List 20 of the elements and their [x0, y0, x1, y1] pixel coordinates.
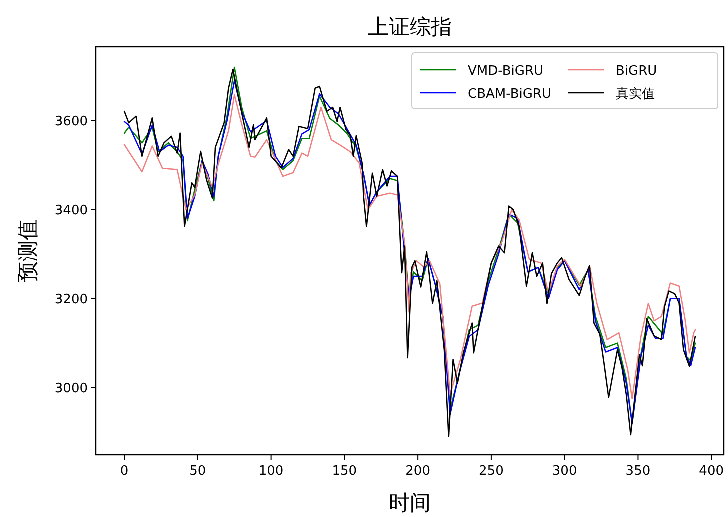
x-axis-title: 时间	[389, 491, 431, 515]
legend-label: 真实值	[616, 87, 655, 102]
y-tick-label: 3400	[54, 203, 88, 218]
y-tick-label: 3200	[54, 292, 88, 308]
x-tick-label: 400	[699, 464, 724, 479]
y-tick-label: 3600	[54, 114, 88, 130]
y-tick-label: 3000	[54, 381, 88, 396]
x-tick-label: 300	[552, 464, 578, 479]
legend-label: CBAM-BiGRU	[468, 87, 552, 102]
x-tick-label: 200	[406, 464, 430, 479]
x-tick-label: 100	[258, 464, 284, 479]
x-tick-label: 50	[190, 464, 206, 479]
legend-label: VMD-BiGRU	[468, 64, 544, 79]
x-tick-label: 250	[479, 464, 504, 479]
x-tick-label: 0	[120, 464, 129, 479]
y-axis-title: 预测值	[16, 220, 40, 282]
x-tick-label: 350	[626, 464, 651, 479]
legend-label: BiGRU	[616, 64, 658, 79]
x-tick-label: 150	[332, 464, 358, 479]
chart-title: 上证综指	[368, 15, 452, 39]
